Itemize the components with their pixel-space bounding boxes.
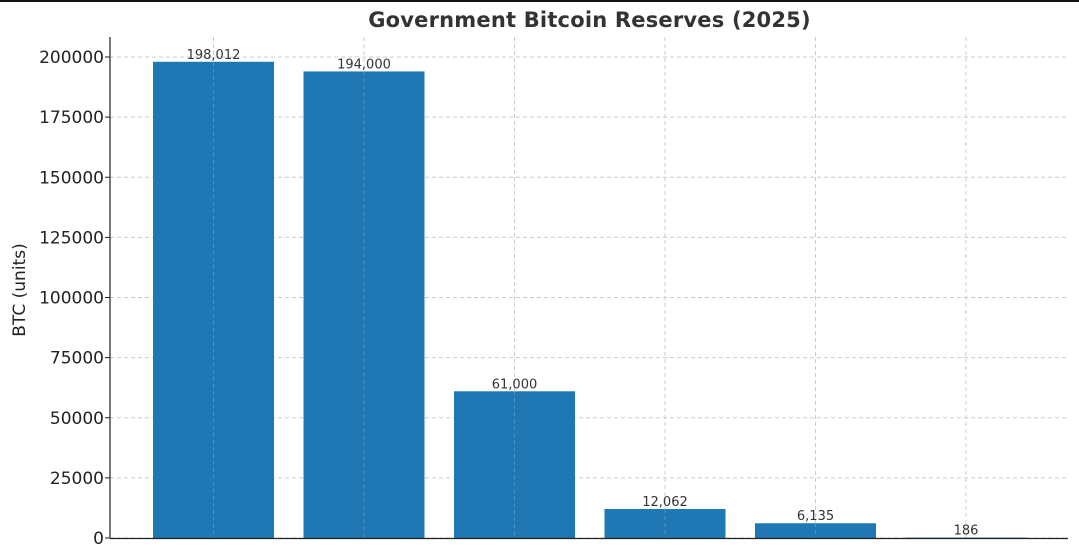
y-tick-label: 0 <box>93 529 104 549</box>
y-axis-title: BTC (units) <box>10 243 30 336</box>
bar-value-label: 198,012 <box>187 48 241 63</box>
axis-layer <box>105 37 1068 540</box>
labels-layer: 0 25000 50000 75000 100000 125000 150000 175000… <box>39 48 978 549</box>
y-tick-label: 175000 <box>39 108 104 128</box>
chart-title: Government Bitcoin Reserves (2025) <box>368 8 811 32</box>
y-tick-label: 25000 <box>50 469 104 489</box>
bar-value-label: 6,135 <box>797 509 834 524</box>
y-tick-label: 150000 <box>39 168 104 188</box>
y-tick-label: 100000 <box>39 289 104 309</box>
bars-layer <box>153 61 1027 539</box>
y-tick-label: 50000 <box>50 409 104 429</box>
top-rule <box>0 0 1079 2</box>
y-tick-label: 200000 <box>39 48 104 68</box>
bar-value-label: 186 <box>954 524 979 539</box>
y-tick-label: 75000 <box>50 349 104 369</box>
y-tick-label: 125000 <box>39 228 104 248</box>
bar-value-label: 194,000 <box>337 57 391 72</box>
bar-value-label: 61,000 <box>492 377 538 392</box>
bar-value-label: 12,062 <box>642 495 688 510</box>
